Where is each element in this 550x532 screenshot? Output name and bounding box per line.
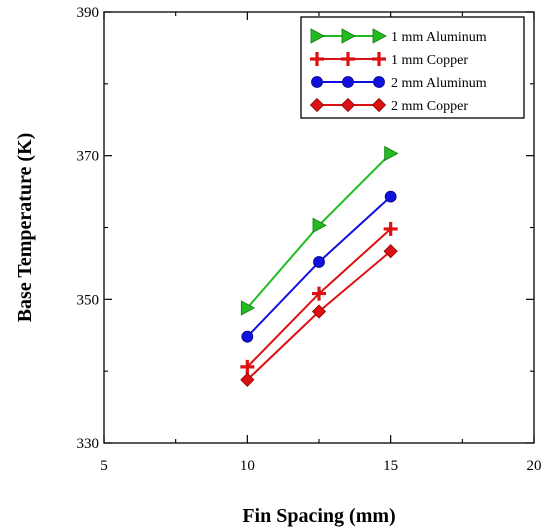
legend-marker (341, 28, 356, 44)
y-axis-title: Base Temperature (K) (14, 133, 36, 323)
legend-marker (310, 52, 324, 66)
legend-marker (340, 97, 356, 113)
data-point (240, 300, 256, 316)
data-point (241, 330, 254, 343)
y-tick-label: 370 (77, 149, 100, 165)
legend: 1 mm Aluminum 1 mm Copper 2 mm Aluminum 2 m… (300, 16, 525, 119)
series-1 (240, 145, 399, 316)
data-point (383, 244, 398, 259)
legend-marker (341, 52, 355, 66)
data-point (383, 221, 398, 236)
data-point (312, 217, 327, 234)
legend-item: 1 mm Copper (310, 52, 468, 68)
x-tick-label: 15 (383, 458, 398, 474)
legend-marker (311, 76, 323, 88)
y-tick-label: 390 (77, 5, 100, 21)
legend-item: 1 mm Aluminum (310, 28, 487, 45)
series-3 (241, 190, 397, 343)
legend-marker (309, 97, 325, 113)
legend-marker (342, 76, 354, 88)
data-point (313, 256, 325, 268)
series-layer (240, 145, 399, 387)
axes: 5 10 15 20 330 350 370 390 (77, 5, 542, 474)
series-line (246, 152, 392, 309)
x-tick-label: 5 (100, 458, 108, 474)
x-tick-label: 10 (240, 458, 255, 474)
legend-marker (371, 97, 387, 113)
legend-marker (310, 28, 325, 44)
legend-item: 2 mm Aluminum (311, 76, 487, 91)
data-point (384, 145, 399, 162)
x-axis-title: Fin Spacing (mm) (242, 505, 395, 527)
legend-label: 1 mm Aluminum (391, 30, 487, 45)
data-point (384, 190, 397, 203)
legend-label: 2 mm Aluminum (391, 76, 487, 91)
data-point (240, 372, 255, 387)
data-point (311, 304, 327, 319)
legend-marker (372, 52, 386, 66)
legend-marker (372, 28, 387, 44)
legend-marker (373, 76, 385, 88)
series-4 (240, 244, 398, 387)
data-point (240, 359, 255, 374)
y-tick-label: 350 (77, 292, 100, 308)
legend-label: 2 mm Copper (391, 99, 468, 114)
legend-label: 1 mm Copper (391, 53, 468, 68)
series-2 (240, 221, 398, 374)
legend-box (300, 16, 525, 119)
legend-item: 2 mm Copper (309, 97, 468, 114)
y-tick-label: 330 (77, 436, 100, 452)
data-point (312, 286, 326, 301)
x-tick-label: 20 (527, 458, 542, 474)
